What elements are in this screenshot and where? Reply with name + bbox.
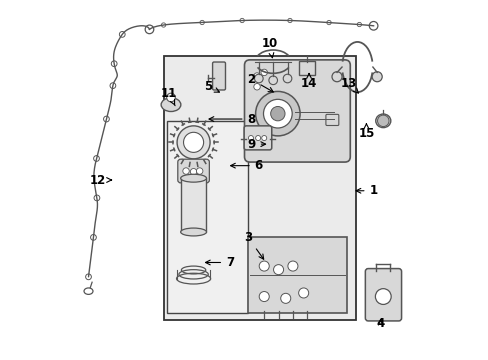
Circle shape [248, 135, 253, 140]
Circle shape [93, 156, 99, 161]
Circle shape [356, 22, 361, 27]
Circle shape [270, 107, 285, 121]
Circle shape [326, 21, 330, 25]
Circle shape [298, 288, 308, 298]
Text: 10: 10 [261, 37, 277, 58]
Text: 8: 8 [209, 113, 255, 126]
Circle shape [263, 99, 292, 128]
Text: 5: 5 [204, 80, 219, 93]
Circle shape [287, 18, 291, 23]
Text: 4: 4 [376, 317, 384, 330]
Text: 15: 15 [358, 124, 374, 140]
Text: 9: 9 [247, 138, 265, 150]
Circle shape [196, 168, 203, 174]
Circle shape [166, 93, 175, 102]
Circle shape [254, 74, 263, 83]
Circle shape [331, 72, 341, 82]
Ellipse shape [161, 98, 181, 112]
Circle shape [259, 261, 269, 271]
Circle shape [280, 293, 290, 303]
Circle shape [255, 135, 260, 140]
Circle shape [253, 84, 260, 90]
Circle shape [190, 168, 196, 175]
Text: 2: 2 [247, 73, 273, 92]
Circle shape [261, 135, 266, 140]
Circle shape [283, 74, 291, 83]
Text: 14: 14 [300, 73, 317, 90]
Circle shape [287, 261, 297, 271]
FancyBboxPatch shape [212, 62, 225, 90]
Ellipse shape [375, 114, 390, 128]
Circle shape [146, 27, 152, 32]
Circle shape [371, 72, 382, 82]
FancyBboxPatch shape [298, 60, 314, 75]
Text: 13: 13 [340, 77, 358, 93]
Circle shape [377, 115, 388, 127]
Circle shape [110, 83, 116, 89]
Text: 7: 7 [205, 256, 234, 269]
Circle shape [90, 234, 96, 240]
Circle shape [85, 274, 91, 280]
FancyBboxPatch shape [244, 60, 349, 162]
Circle shape [200, 21, 204, 24]
FancyBboxPatch shape [178, 159, 209, 183]
Circle shape [103, 116, 109, 122]
Circle shape [119, 32, 125, 37]
Circle shape [261, 69, 267, 76]
Text: 11: 11 [161, 87, 177, 106]
Text: 12: 12 [89, 174, 111, 186]
Text: 1: 1 [355, 184, 377, 197]
Text: 3: 3 [244, 231, 263, 259]
FancyBboxPatch shape [180, 178, 206, 232]
Ellipse shape [180, 174, 206, 182]
Circle shape [94, 195, 100, 201]
Circle shape [259, 292, 269, 302]
Circle shape [183, 132, 203, 152]
Circle shape [177, 126, 210, 159]
Text: 6: 6 [230, 159, 263, 172]
Circle shape [253, 73, 260, 79]
FancyBboxPatch shape [167, 121, 247, 313]
Circle shape [111, 61, 117, 67]
Circle shape [183, 168, 189, 174]
Circle shape [375, 289, 390, 305]
Circle shape [240, 18, 244, 23]
FancyBboxPatch shape [244, 126, 271, 150]
Circle shape [268, 76, 277, 85]
FancyBboxPatch shape [247, 237, 346, 313]
Ellipse shape [84, 288, 93, 294]
FancyBboxPatch shape [325, 114, 338, 126]
FancyBboxPatch shape [365, 269, 401, 321]
Circle shape [368, 22, 377, 30]
Circle shape [161, 23, 165, 27]
Circle shape [255, 91, 300, 136]
FancyBboxPatch shape [163, 56, 355, 320]
Circle shape [273, 265, 283, 275]
Ellipse shape [180, 228, 206, 236]
Circle shape [145, 25, 153, 34]
